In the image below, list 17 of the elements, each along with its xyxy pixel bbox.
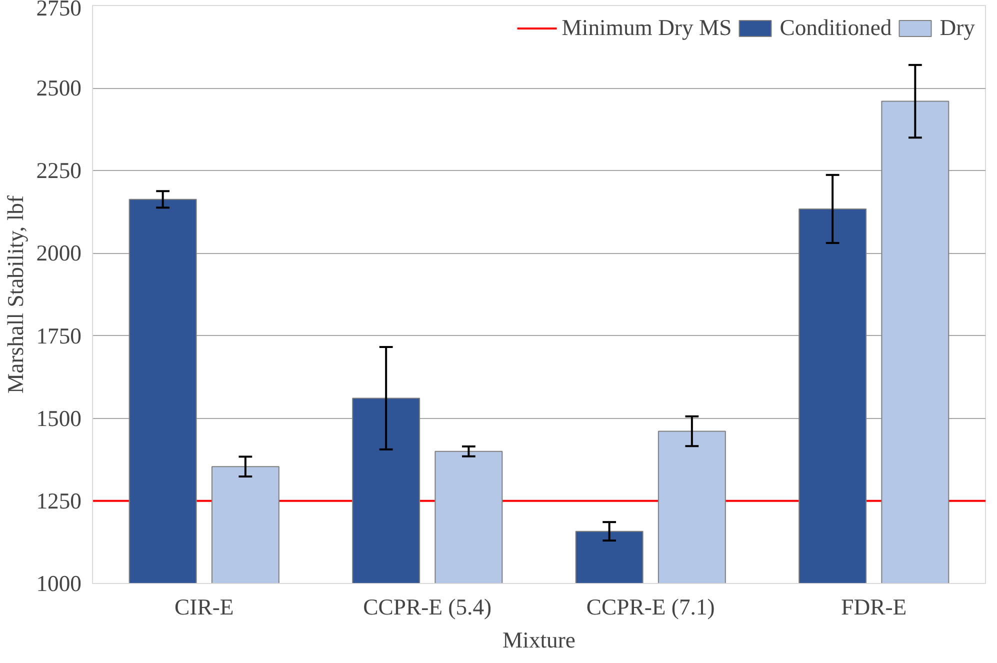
y-tick-label: 2000 <box>36 240 82 266</box>
x-tick-label: FDR-E <box>841 594 907 620</box>
legend-label: Conditioned <box>780 15 892 41</box>
y-tick-label: 1250 <box>36 488 82 514</box>
y-axis-title: Marshall Stability, lbf <box>3 195 28 394</box>
legend-label: Dry <box>940 15 975 41</box>
y-tick-label: 2250 <box>36 158 82 184</box>
legend-label: Minimum Dry MS <box>562 15 732 41</box>
y-tick-label: 1000 <box>36 571 82 596</box>
y-tick-label: 2750 <box>36 0 82 20</box>
y-tick-label: 1750 <box>36 323 82 348</box>
x-tick-label: CCPR-E (7.1) <box>586 594 715 620</box>
x-tick-label: CCPR-E (5.4) <box>363 594 492 620</box>
x-tick-label: CIR-E <box>174 594 234 620</box>
y-tick-label: 1500 <box>36 406 82 431</box>
x-axis-title: Mixture <box>502 628 576 652</box>
y-tick-label: 2500 <box>36 76 82 101</box>
